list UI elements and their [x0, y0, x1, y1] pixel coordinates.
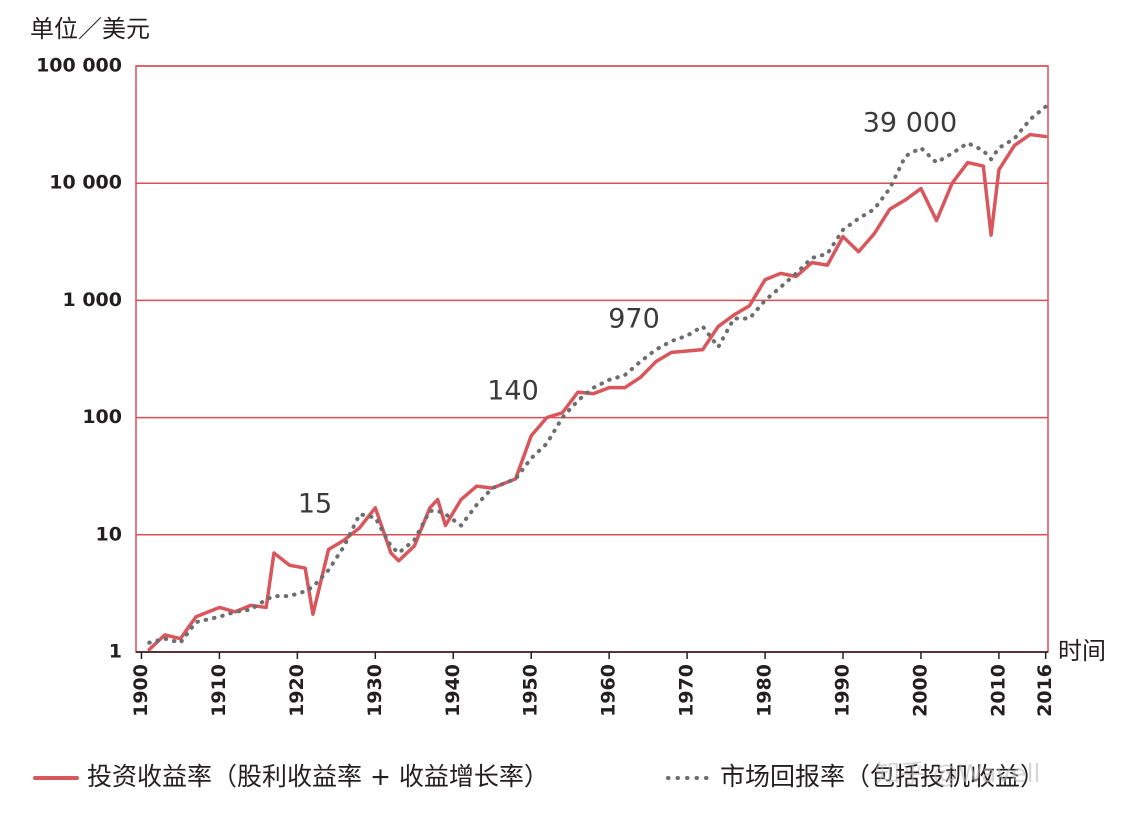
legend-label: 市场回报率（包括投机收益）: [720, 762, 1045, 791]
watermark: 知乎 @Wavell: [875, 759, 1040, 788]
y-axis-label: 单位／美元: [30, 15, 150, 43]
y-tick-label: 10 000: [49, 172, 122, 194]
annotation: 39 000: [863, 108, 957, 139]
x-tick-label: 1960: [598, 664, 620, 717]
x-tick-label: 2016: [1034, 664, 1056, 717]
y-tick-label: 1 000: [63, 289, 123, 311]
x-tick-label: 1980: [754, 664, 776, 717]
series-line: [147, 104, 1048, 645]
x-tick-label: 1970: [676, 664, 698, 717]
x-axis-label: 时间: [1058, 637, 1106, 665]
x-tick-label: 1990: [831, 664, 853, 717]
x-tick-label: 1950: [520, 664, 542, 717]
y-tick-label: 100: [82, 406, 122, 428]
annotation: 970: [608, 304, 660, 335]
series-line: [147, 132, 1048, 652]
x-tick-label: 1900: [130, 664, 152, 717]
legend-label: 投资收益率（股利收益率 + 收益增长率）: [87, 762, 549, 791]
y-tick-label: 1: [109, 641, 122, 663]
x-tick-label: 1920: [286, 664, 308, 717]
annotation: 15: [298, 489, 332, 520]
x-tick-label: 1910: [208, 664, 230, 717]
y-tick-label: 100 000: [36, 55, 122, 77]
x-tick-label: 1940: [442, 664, 464, 717]
x-tick-label: 2000: [909, 664, 931, 717]
x-tick-label: 1930: [364, 664, 386, 717]
y-tick-label: 10: [96, 523, 122, 545]
x-tick-label: 2010: [987, 664, 1009, 717]
annotation: 140: [487, 376, 539, 407]
